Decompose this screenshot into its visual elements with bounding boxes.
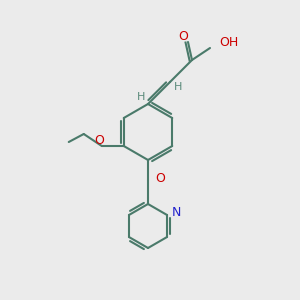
Text: O: O <box>155 172 165 184</box>
Text: O: O <box>94 134 104 148</box>
Text: O: O <box>178 31 188 44</box>
Text: OH: OH <box>219 37 238 50</box>
Text: N: N <box>172 206 182 218</box>
Text: H: H <box>137 92 145 102</box>
Text: H: H <box>174 82 182 92</box>
